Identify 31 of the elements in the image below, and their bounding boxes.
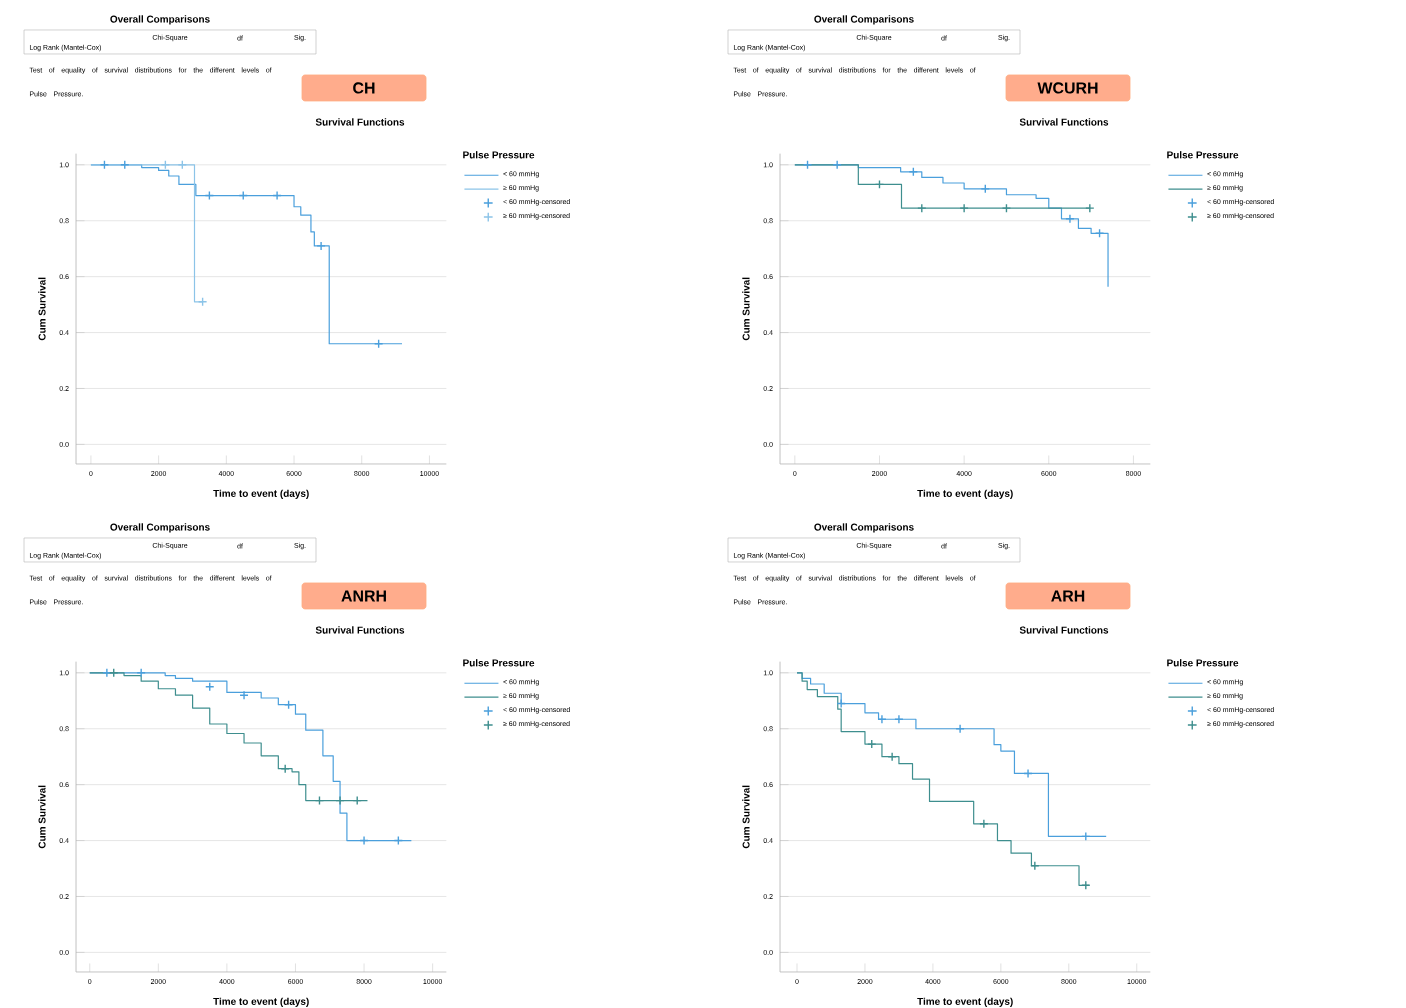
point [239, 690, 249, 700]
point [335, 795, 345, 806]
point [877, 714, 887, 724]
point [887, 752, 897, 762]
point [120, 160, 130, 170]
point [160, 160, 171, 170]
point [908, 167, 919, 177]
point [980, 184, 990, 194]
point [832, 160, 842, 170]
point [1081, 831, 1091, 842]
point [1001, 203, 1012, 213]
point [359, 835, 369, 846]
point [177, 160, 187, 170]
point [959, 203, 969, 213]
point [316, 241, 326, 251]
point [894, 714, 904, 724]
point [280, 764, 290, 774]
point [867, 739, 877, 749]
point [802, 160, 813, 170]
point [109, 668, 119, 678]
point [836, 698, 846, 709]
point [955, 724, 965, 734]
point [1065, 214, 1075, 224]
point [102, 668, 112, 678]
point [979, 819, 989, 829]
point [1030, 861, 1040, 871]
point [136, 668, 146, 678]
point [917, 203, 927, 213]
point [99, 160, 110, 170]
point [1023, 768, 1033, 779]
point [272, 190, 282, 201]
